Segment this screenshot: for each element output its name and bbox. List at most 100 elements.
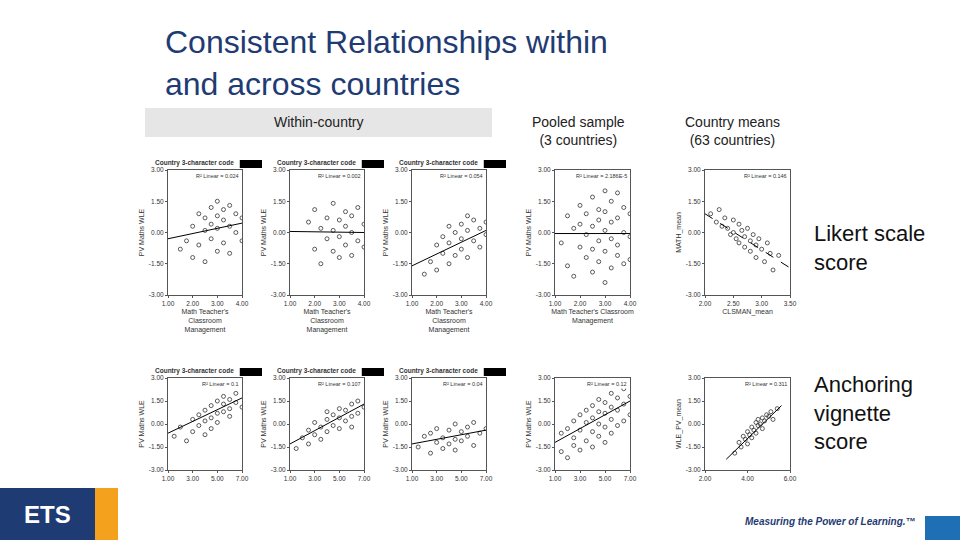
svg-text:1.50: 1.50 — [538, 397, 551, 404]
svg-text:4.00: 4.00 — [358, 300, 371, 307]
svg-text:1.50: 1.50 — [151, 198, 164, 205]
svg-text:2.00: 2.00 — [699, 475, 712, 482]
svg-text:7.00: 7.00 — [236, 475, 249, 482]
svg-text:-1.50: -1.50 — [536, 443, 551, 450]
svg-text:3.00: 3.00 — [395, 374, 408, 381]
svg-text:-1.50: -1.50 — [393, 443, 408, 450]
svg-text:-3.00: -3.00 — [536, 291, 551, 298]
svg-text:R² Linear = 0.146: R² Linear = 0.146 — [744, 173, 787, 179]
svg-text:-3.00: -3.00 — [686, 291, 701, 298]
svg-text:R² Linear = 0.107: R² Linear = 0.107 — [318, 381, 361, 387]
svg-text:-3.00: -3.00 — [393, 291, 408, 298]
svg-text:5.00: 5.00 — [599, 475, 612, 482]
svg-text:3.00: 3.00 — [688, 374, 701, 381]
svg-text:1.50: 1.50 — [688, 198, 701, 205]
svg-text:-1.50: -1.50 — [149, 443, 164, 450]
svg-text:5.00: 5.00 — [211, 475, 224, 482]
svg-text:R² Linear = 0.04: R² Linear = 0.04 — [443, 381, 483, 387]
svg-text:1.50: 1.50 — [538, 198, 551, 205]
svg-text:-1.50: -1.50 — [149, 260, 164, 267]
svg-text:4.00: 4.00 — [480, 300, 493, 307]
svg-text:3.00: 3.00 — [273, 166, 286, 173]
svg-text:PV Maths WLE: PV Maths WLE — [382, 208, 389, 256]
svg-text:0.00: 0.00 — [273, 420, 286, 427]
svg-text:7.00: 7.00 — [624, 475, 637, 482]
svg-text:2.00: 2.00 — [699, 300, 712, 307]
svg-text:3.00: 3.00 — [308, 475, 321, 482]
svg-text:PV Maths WLE: PV Maths WLE — [138, 208, 145, 256]
svg-text:3.00: 3.00 — [151, 374, 164, 381]
svg-text:Consistent Relationships withi: Consistent Relationships withinand acros… — [165, 24, 608, 102]
svg-text:-1.50: -1.50 — [686, 443, 701, 450]
svg-text:Country 3-character code: Country 3-character code — [155, 159, 234, 167]
svg-text:R² Linear = 0.024: R² Linear = 0.024 — [196, 173, 239, 179]
svg-text:0.00: 0.00 — [151, 420, 164, 427]
svg-text:0.00: 0.00 — [688, 420, 701, 427]
svg-text:3.00: 3.00 — [538, 374, 551, 381]
svg-text:1.50: 1.50 — [688, 397, 701, 404]
svg-text:3.00: 3.00 — [211, 300, 224, 307]
svg-text:Measuring the Power of Learnin: Measuring the Power of Learning.™ — [745, 516, 916, 527]
svg-text:Anchoringvignettescore: Anchoringvignettescore — [814, 372, 913, 454]
svg-text:3.00: 3.00 — [186, 475, 199, 482]
svg-text:2.00: 2.00 — [430, 300, 443, 307]
svg-text:ETS: ETS — [24, 501, 71, 528]
svg-text:1.00: 1.00 — [162, 475, 175, 482]
svg-text:MATH_mean: MATH_mean — [675, 212, 683, 253]
svg-text:3.00: 3.00 — [688, 166, 701, 173]
svg-text:1.50: 1.50 — [273, 397, 286, 404]
svg-text:3.00: 3.00 — [599, 300, 612, 307]
svg-text:Country 3-character code: Country 3-character code — [155, 367, 234, 375]
svg-text:3.00: 3.00 — [333, 300, 346, 307]
svg-text:R² Linear = 0.054: R² Linear = 0.054 — [440, 173, 483, 179]
svg-text:CLSMAN_mean: CLSMAN_mean — [722, 308, 773, 316]
svg-text:-3.00: -3.00 — [149, 466, 164, 473]
svg-text:3.00: 3.00 — [273, 374, 286, 381]
svg-text:0.00: 0.00 — [538, 420, 551, 427]
svg-text:0.00: 0.00 — [151, 229, 164, 236]
svg-text:5.00: 5.00 — [333, 475, 346, 482]
svg-text:Country means(63 countries): Country means(63 countries) — [685, 114, 780, 148]
svg-text:1.50: 1.50 — [395, 198, 408, 205]
svg-text:1.50: 1.50 — [395, 397, 408, 404]
svg-text:Within-country: Within-country — [274, 114, 363, 130]
svg-text:-1.50: -1.50 — [271, 443, 286, 450]
svg-text:2.00: 2.00 — [574, 300, 587, 307]
svg-text:Country 3-character code: Country 3-character code — [399, 159, 478, 167]
svg-text:-1.50: -1.50 — [271, 260, 286, 267]
svg-text:0.00: 0.00 — [538, 229, 551, 236]
svg-text:1.00: 1.00 — [284, 300, 297, 307]
svg-text:Country 3-character code: Country 3-character code — [277, 159, 356, 167]
svg-text:Math Teacher'sClassroomManagem: Math Teacher'sClassroomManagement — [181, 308, 229, 334]
svg-text:PV Maths WLE: PV Maths WLE — [260, 208, 267, 256]
svg-text:4.00: 4.00 — [236, 300, 249, 307]
svg-text:Pooled sample(3 countries): Pooled sample(3 countries) — [532, 114, 625, 148]
svg-text:-3.00: -3.00 — [536, 466, 551, 473]
svg-text:-3.00: -3.00 — [149, 291, 164, 298]
svg-text:3.00: 3.00 — [755, 300, 768, 307]
svg-text:-3.00: -3.00 — [686, 466, 701, 473]
svg-text:2.00: 2.00 — [186, 300, 199, 307]
svg-text:Math Teacher'sClassroomManagem: Math Teacher'sClassroomManagement — [425, 308, 473, 334]
svg-text:-1.50: -1.50 — [686, 260, 701, 267]
svg-text:Country 3-character code: Country 3-character code — [277, 367, 356, 375]
svg-text:-1.50: -1.50 — [536, 260, 551, 267]
svg-text:1.00: 1.00 — [406, 300, 419, 307]
svg-text:2.50: 2.50 — [727, 300, 740, 307]
svg-text:-3.00: -3.00 — [271, 466, 286, 473]
svg-text:4.00: 4.00 — [624, 300, 637, 307]
svg-text:1.00: 1.00 — [549, 475, 562, 482]
svg-text:1.00: 1.00 — [406, 475, 419, 482]
svg-text:R² Linear = 0.12: R² Linear = 0.12 — [587, 381, 627, 387]
svg-text:-3.00: -3.00 — [393, 466, 408, 473]
svg-text:PV Maths WLE: PV Maths WLE — [525, 400, 532, 448]
svg-text:5.00: 5.00 — [455, 475, 468, 482]
svg-text:R² Linear = 2.186E-5: R² Linear = 2.186E-5 — [576, 173, 627, 179]
svg-text:PV Maths WLE: PV Maths WLE — [138, 400, 145, 448]
svg-text:3.00: 3.00 — [574, 475, 587, 482]
svg-text:-1.50: -1.50 — [393, 260, 408, 267]
svg-text:0.00: 0.00 — [395, 420, 408, 427]
svg-text:0.00: 0.00 — [688, 229, 701, 236]
svg-text:2.00: 2.00 — [308, 300, 321, 307]
svg-text:3.00: 3.00 — [538, 166, 551, 173]
